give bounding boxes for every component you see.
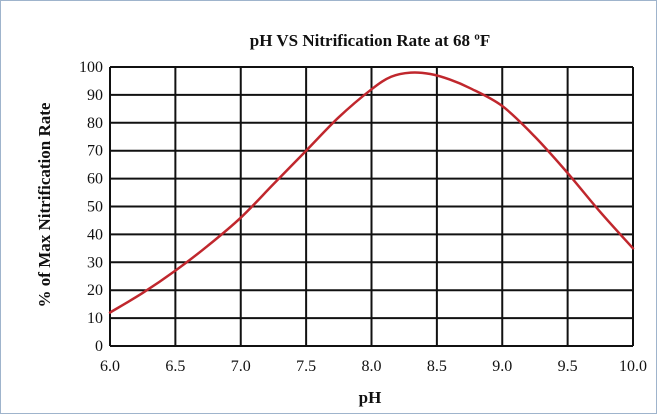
y-tick-label: 80 — [87, 115, 103, 132]
x-tick-label: 8.5 — [427, 358, 447, 375]
y-tick-label: 70 — [87, 143, 103, 160]
x-tick-label: 10.0 — [619, 358, 647, 375]
y-tick-label: 40 — [87, 226, 103, 243]
x-tick-label: 6.5 — [165, 358, 185, 375]
x-tick-labels: 6.0 6.5 7.0 7.5 8.0 8.5 9.0 9.5 10.0 — [100, 358, 647, 375]
x-tick-label: 6.0 — [100, 358, 120, 375]
y-tick-label: 30 — [87, 254, 103, 271]
x-axis-label: pH — [359, 388, 382, 407]
series-line — [108, 71, 635, 314]
y-tick-labels: 0 10 20 30 40 50 60 70 80 90 100 — [79, 59, 103, 355]
y-tick-label: 50 — [87, 199, 103, 216]
y-tick-label: 20 — [87, 282, 103, 299]
y-tick-label: 10 — [87, 310, 103, 327]
x-tick-label: 7.0 — [231, 358, 251, 375]
series-layer — [108, 71, 635, 314]
y-axis-label: % of Max Nitrification Rate — [35, 102, 54, 307]
y-tick-label: 60 — [87, 171, 103, 188]
y-tick-label: 90 — [87, 87, 103, 104]
y-tick-label: 0 — [95, 338, 103, 355]
plot-grid — [109, 66, 634, 347]
x-tick-label: 7.5 — [296, 358, 316, 375]
chart-title: pH VS Nitrification Rate at 68 ºF — [250, 31, 490, 50]
x-tick-label: 9.0 — [492, 358, 512, 375]
x-tick-label: 9.5 — [558, 358, 578, 375]
x-tick-label: 8.0 — [362, 358, 382, 375]
y-tick-label: 100 — [79, 59, 103, 76]
